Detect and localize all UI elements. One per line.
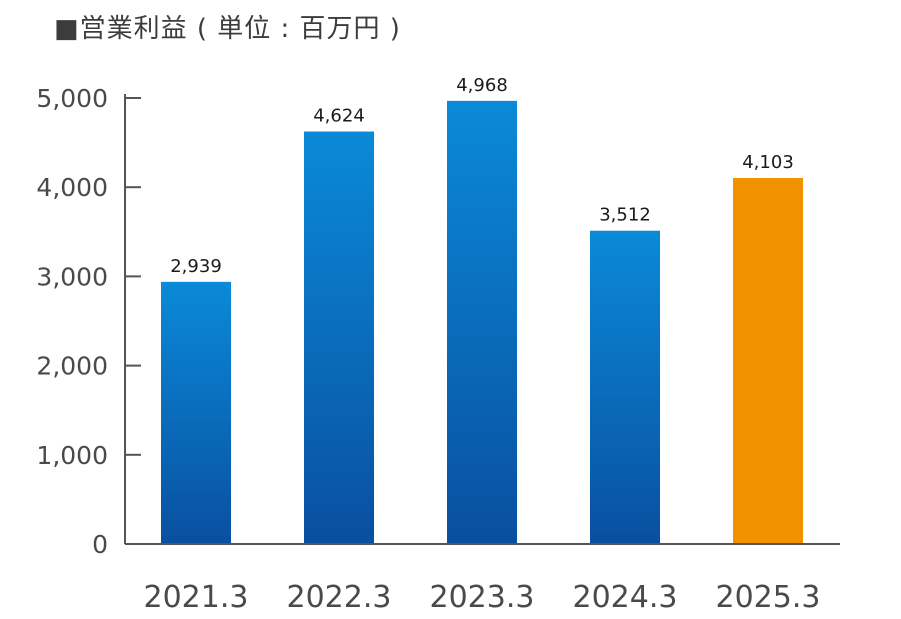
data-label-2024.3: 3,512 bbox=[599, 205, 651, 226]
labels-layer: 2,939 2021.3 4,624 2022.3 4,968 2023.3 3,512 20… bbox=[36, 75, 820, 615]
bars-layer bbox=[161, 100, 803, 545]
x-tick-label-2021.3: 2021.3 bbox=[144, 580, 249, 615]
bar-2023.3 bbox=[447, 100, 517, 544]
bar-2022.3 bbox=[304, 131, 374, 545]
y-tick-label-5000: 5,000 bbox=[36, 84, 108, 113]
data-label-2023.3: 4,968 bbox=[456, 75, 508, 96]
y-tick-label-3000: 3,000 bbox=[36, 262, 108, 291]
bar-2025.3 bbox=[733, 178, 803, 545]
y-tick-label-4000: 4,000 bbox=[36, 173, 108, 202]
data-label-2022.3: 4,624 bbox=[313, 106, 365, 127]
bar-2021.3 bbox=[161, 281, 231, 544]
x-tick-label-2025.3: 2025.3 bbox=[716, 580, 821, 615]
y-tick-label-1000: 1,000 bbox=[36, 441, 108, 470]
data-label-2021.3: 2,939 bbox=[170, 256, 222, 277]
x-tick-label-2023.3: 2023.3 bbox=[430, 580, 535, 615]
x-tick-label-2022.3: 2022.3 bbox=[287, 580, 392, 615]
data-label-2025.3: 4,103 bbox=[742, 152, 794, 173]
y-tick-label-0: 0 bbox=[92, 530, 108, 559]
x-tick-label-2024.3: 2024.3 bbox=[573, 580, 678, 615]
y-tick-label-2000: 2,000 bbox=[36, 352, 108, 381]
bar-2024.3 bbox=[590, 230, 660, 544]
chart-title: ■営業利益 ( 単位 : 百万円 ) bbox=[54, 14, 401, 44]
axes-layer bbox=[124, 94, 840, 545]
